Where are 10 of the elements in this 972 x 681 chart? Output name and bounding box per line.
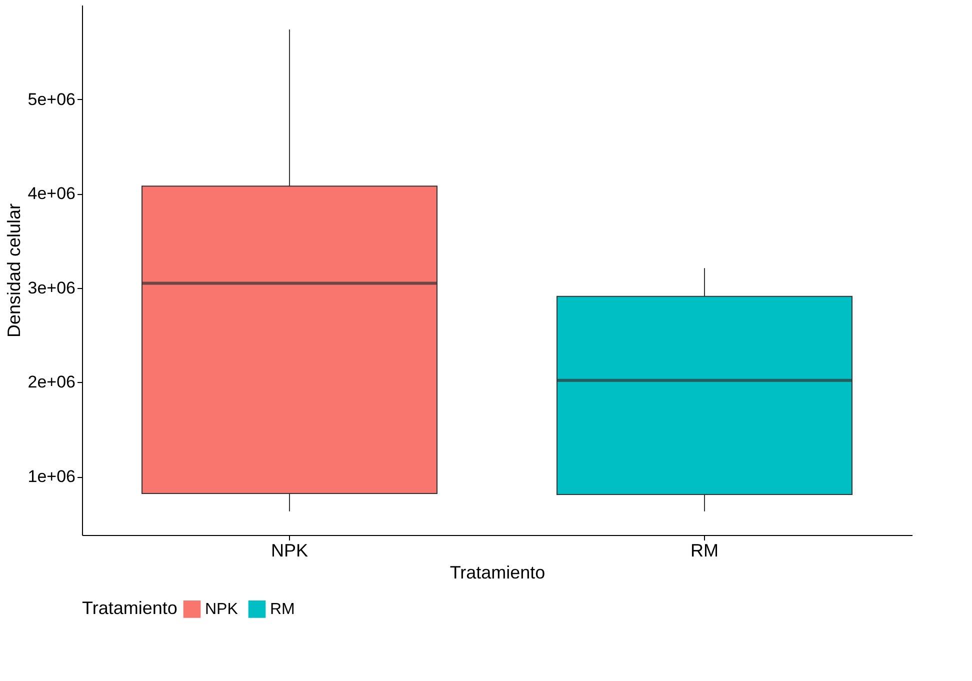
legend-label: RM — [270, 601, 295, 618]
y-tick-label: 2e+06 — [28, 372, 76, 392]
y-tick-label: 1e+06 — [28, 467, 76, 486]
y-tick-label: 3e+06 — [28, 278, 76, 298]
x-axis-title: Tratamiento — [450, 562, 546, 582]
y-axis-title: Densidad celular — [4, 203, 24, 338]
y-tick-label: 5e+06 — [28, 90, 76, 109]
legend-title: Tratamiento — [82, 598, 178, 618]
legend-label: NPK — [205, 601, 238, 618]
y-tick-label: 4e+06 — [28, 184, 76, 204]
